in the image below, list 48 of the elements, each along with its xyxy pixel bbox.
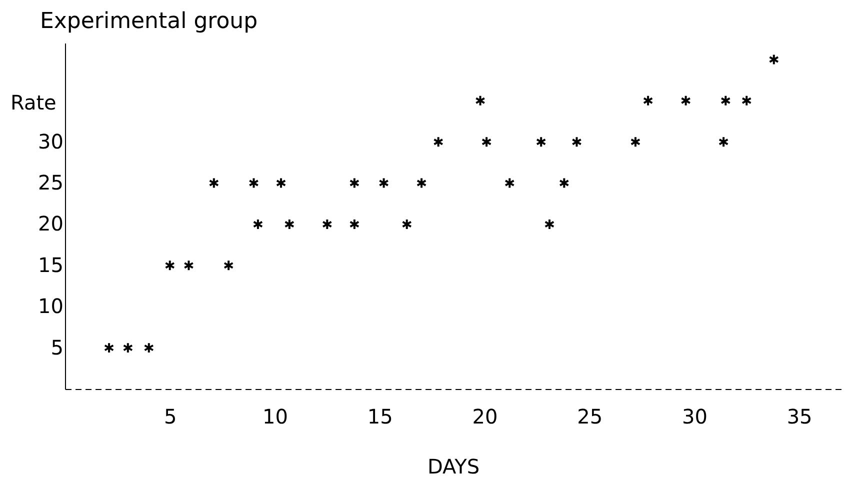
point bbox=[378, 177, 389, 189]
point bbox=[642, 94, 654, 106]
point bbox=[184, 260, 194, 272]
y-tick-label: 5 bbox=[50, 335, 64, 360]
point bbox=[504, 177, 515, 189]
y-tick-label: 25 bbox=[38, 170, 64, 195]
point bbox=[630, 136, 641, 148]
x-tick-label: 10 bbox=[262, 404, 288, 428]
point bbox=[122, 342, 134, 354]
point bbox=[433, 136, 444, 148]
x-tick-label: 20 bbox=[472, 404, 498, 428]
x-tick-label: 15 bbox=[367, 404, 393, 428]
point bbox=[276, 177, 286, 189]
point bbox=[284, 218, 295, 230]
point bbox=[741, 94, 752, 106]
point bbox=[252, 218, 264, 230]
chart-title: Experimental group bbox=[40, 9, 258, 34]
x-tick-label: 25 bbox=[577, 404, 603, 428]
point bbox=[680, 94, 691, 106]
point bbox=[416, 177, 427, 189]
y-tick-label: 20 bbox=[38, 212, 64, 236]
point bbox=[559, 177, 570, 189]
point bbox=[544, 218, 555, 230]
y-tick-label: 10 bbox=[38, 294, 64, 318]
point bbox=[720, 94, 731, 106]
point bbox=[349, 218, 360, 230]
point bbox=[475, 94, 486, 106]
point bbox=[144, 342, 154, 354]
x-tick-label: 5 bbox=[164, 404, 177, 428]
point bbox=[248, 177, 259, 189]
point bbox=[164, 260, 175, 272]
point bbox=[402, 218, 412, 230]
x-tick-label: 35 bbox=[786, 404, 812, 428]
point bbox=[572, 136, 582, 148]
x-tick-label: 30 bbox=[682, 404, 708, 428]
x-axis-title: DAYS bbox=[427, 454, 480, 478]
y-tick-label: 30 bbox=[38, 129, 64, 154]
point bbox=[104, 342, 114, 354]
point bbox=[718, 136, 729, 148]
point bbox=[768, 54, 780, 66]
point bbox=[481, 136, 492, 148]
point bbox=[536, 136, 546, 148]
point bbox=[223, 260, 234, 272]
point bbox=[208, 177, 220, 189]
point bbox=[349, 177, 360, 189]
y-axis-title: Rate bbox=[10, 90, 56, 114]
point bbox=[322, 218, 332, 230]
y-tick-label: 15 bbox=[38, 252, 64, 277]
